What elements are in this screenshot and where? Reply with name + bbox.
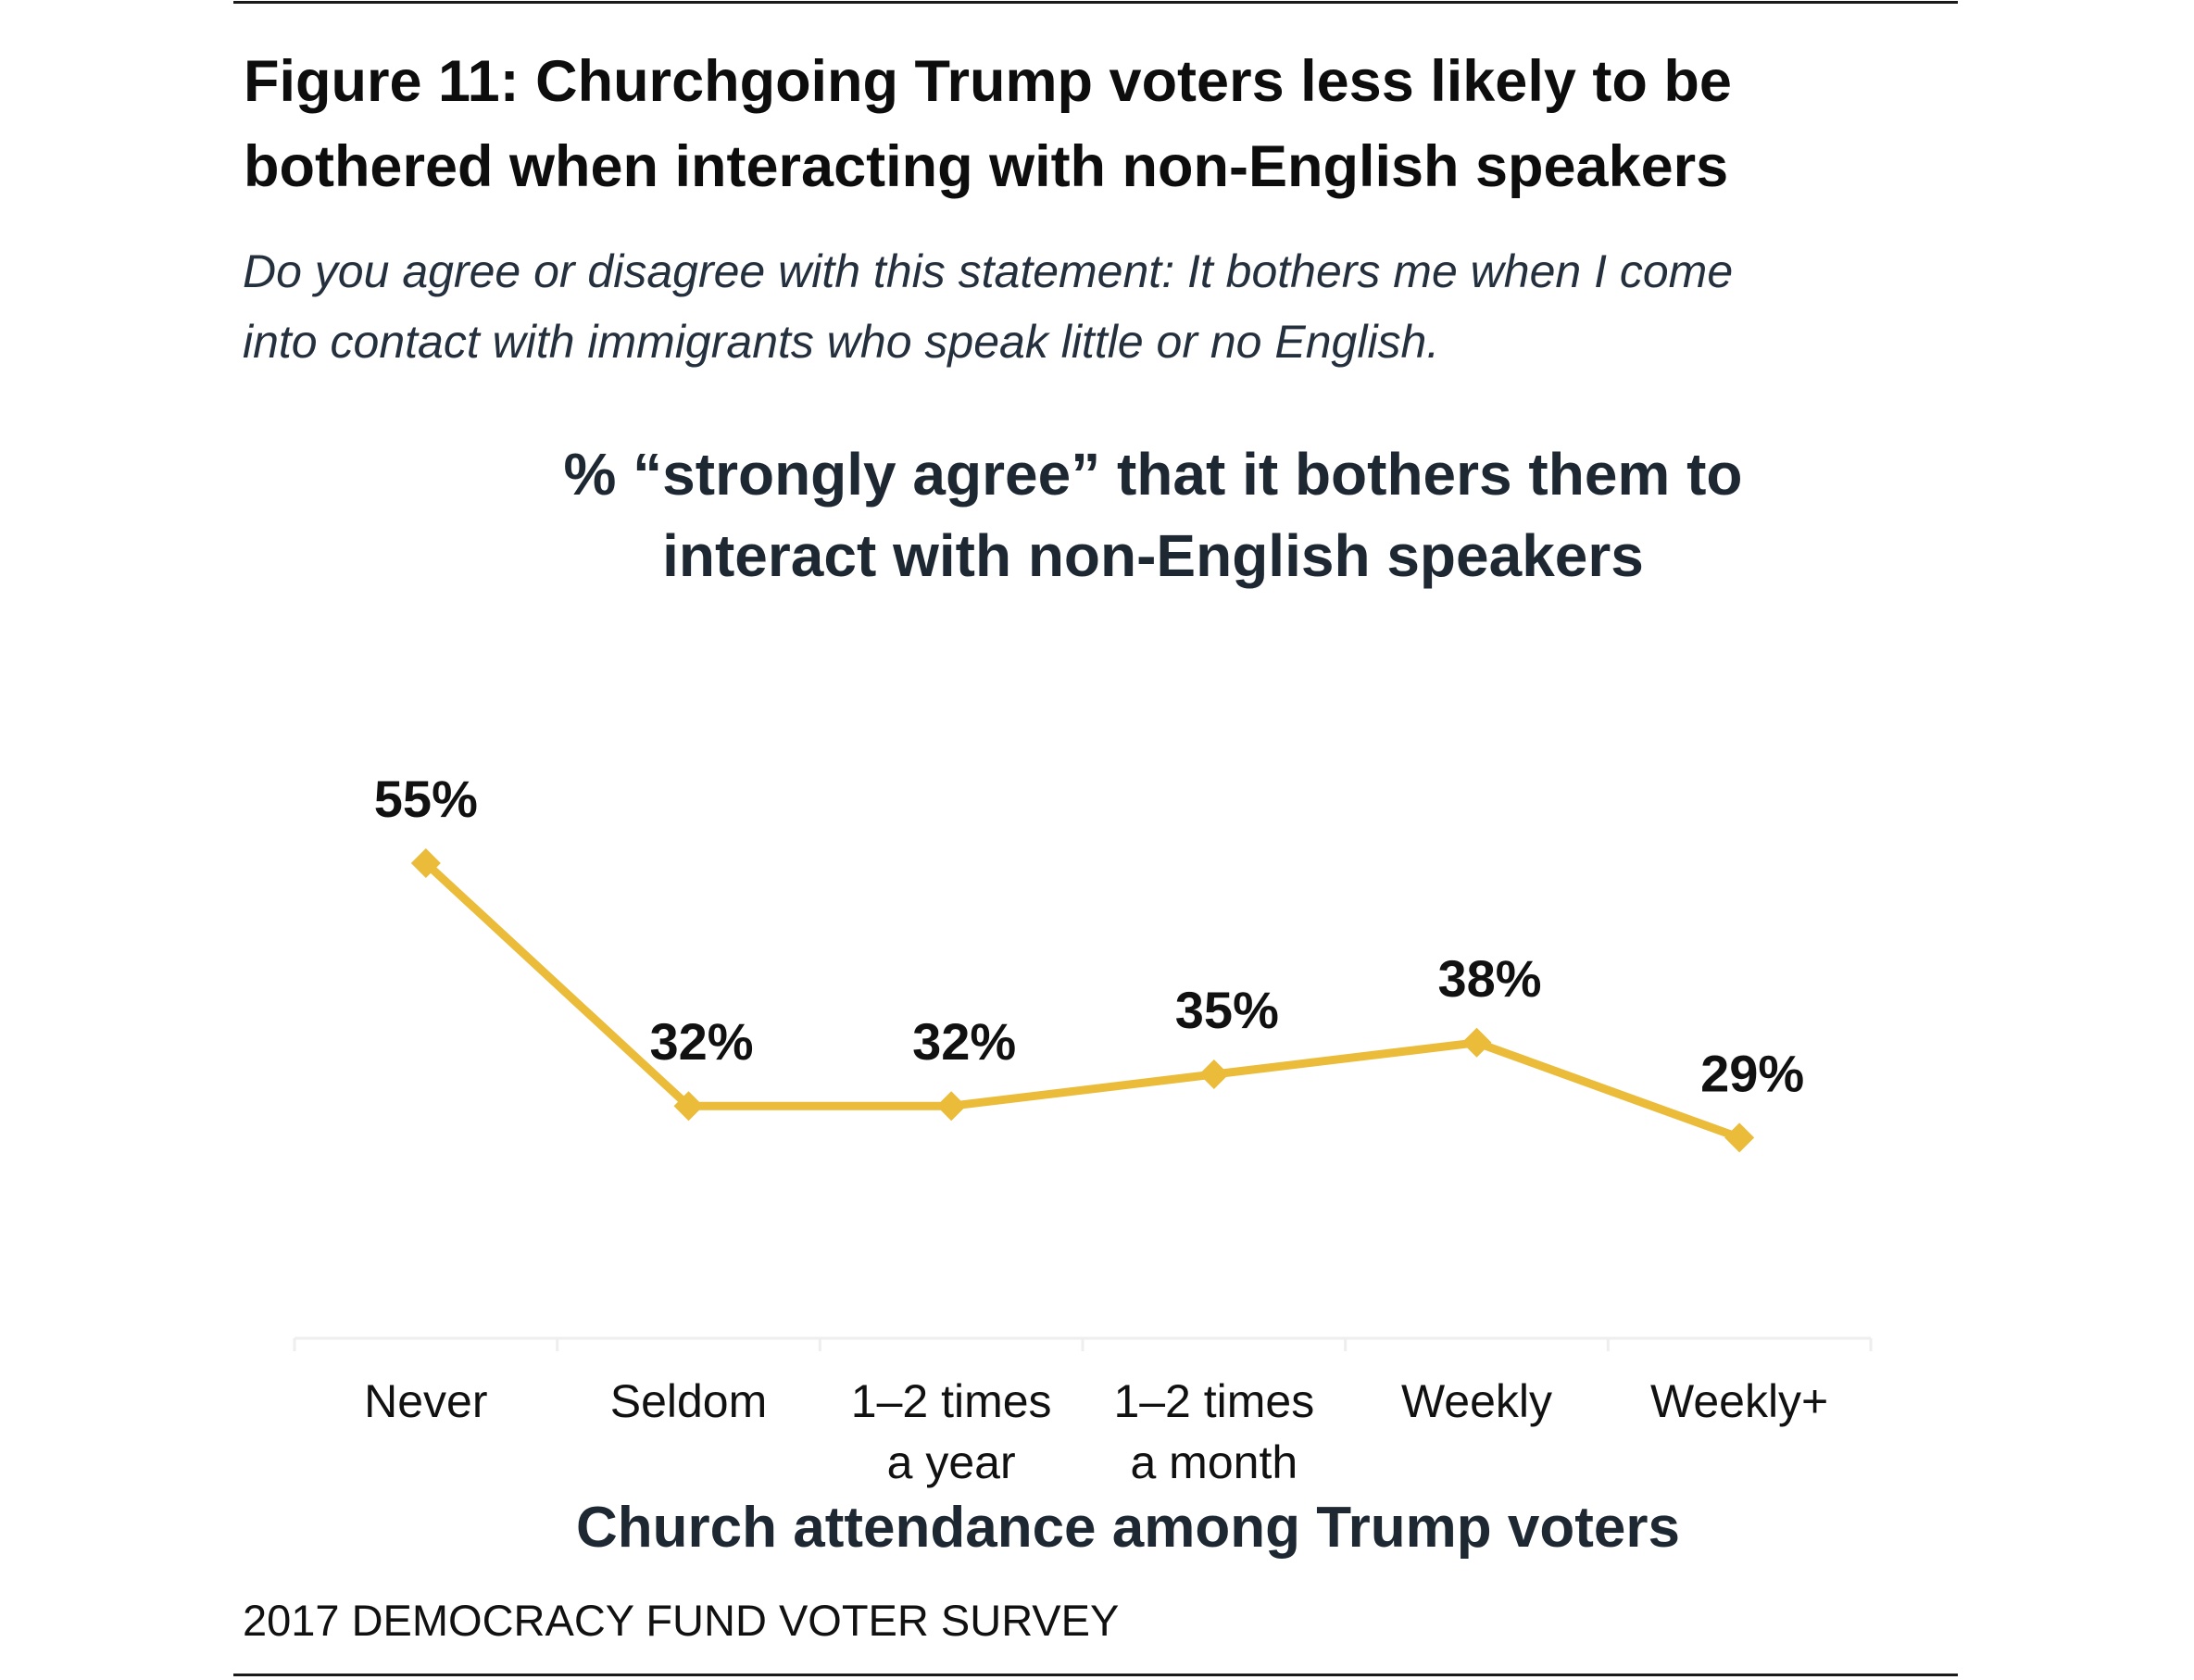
- series-line: [422, 859, 1741, 1142]
- data-point-marker: [936, 1091, 967, 1122]
- top-rule: [233, 1, 1958, 4]
- x-tick-label: Seldom: [610, 1375, 768, 1427]
- data-label: 32%: [649, 1012, 753, 1071]
- figure-title-line-2: bothered when interacting with non-Engli…: [244, 134, 1729, 199]
- x-tick-label: Never: [364, 1375, 487, 1427]
- data-point-marker: [673, 1091, 704, 1122]
- data-point-marker: [1461, 1027, 1492, 1058]
- data-point-marker: [1724, 1122, 1755, 1153]
- x-tick-label: Weekly+: [1650, 1375, 1828, 1427]
- subtitle-line-1: Do you agree or disagree with this state…: [243, 245, 1734, 297]
- bottom-rule: [233, 1674, 1958, 1676]
- chart-title-line-1: % “strongly agree” that it bothers them …: [563, 441, 1743, 508]
- x-axis-title: Church attendance among Trump voters: [576, 1496, 1680, 1560]
- data-point-marker: [410, 848, 441, 878]
- x-tick-label: 1–2 times: [851, 1375, 1052, 1427]
- x-tick-label: 1–2 times: [1113, 1375, 1314, 1427]
- data-label: 55%: [374, 770, 478, 828]
- x-tick-label: a month: [1130, 1436, 1298, 1488]
- chart-title: % “strongly agree” that it bothers them …: [0, 433, 2194, 596]
- source-footer: 2017 DEMOCRACY FUND VOTER SURVEY: [243, 1596, 1120, 1645]
- subtitle: Do you agree or disagree with this state…: [243, 236, 1733, 377]
- subtitle-line-2: into contact with immigrants who speak l…: [243, 316, 1440, 368]
- figure-title: Figure 11: Churchgoing Trump voters less…: [244, 39, 1732, 209]
- chart-title-line-2: interact with non-English speakers: [662, 522, 1644, 589]
- x-tick-label: Weekly: [1401, 1375, 1552, 1427]
- data-point-marker: [1198, 1059, 1229, 1089]
- data-label: 29%: [1700, 1044, 1804, 1102]
- x-tick-label: a year: [887, 1436, 1016, 1488]
- data-label: 38%: [1437, 949, 1541, 1008]
- figure-title-line-1: Figure 11: Churchgoing Trump voters less…: [244, 49, 1732, 114]
- data-label: 32%: [912, 1012, 1016, 1071]
- data-label: 35%: [1175, 981, 1279, 1039]
